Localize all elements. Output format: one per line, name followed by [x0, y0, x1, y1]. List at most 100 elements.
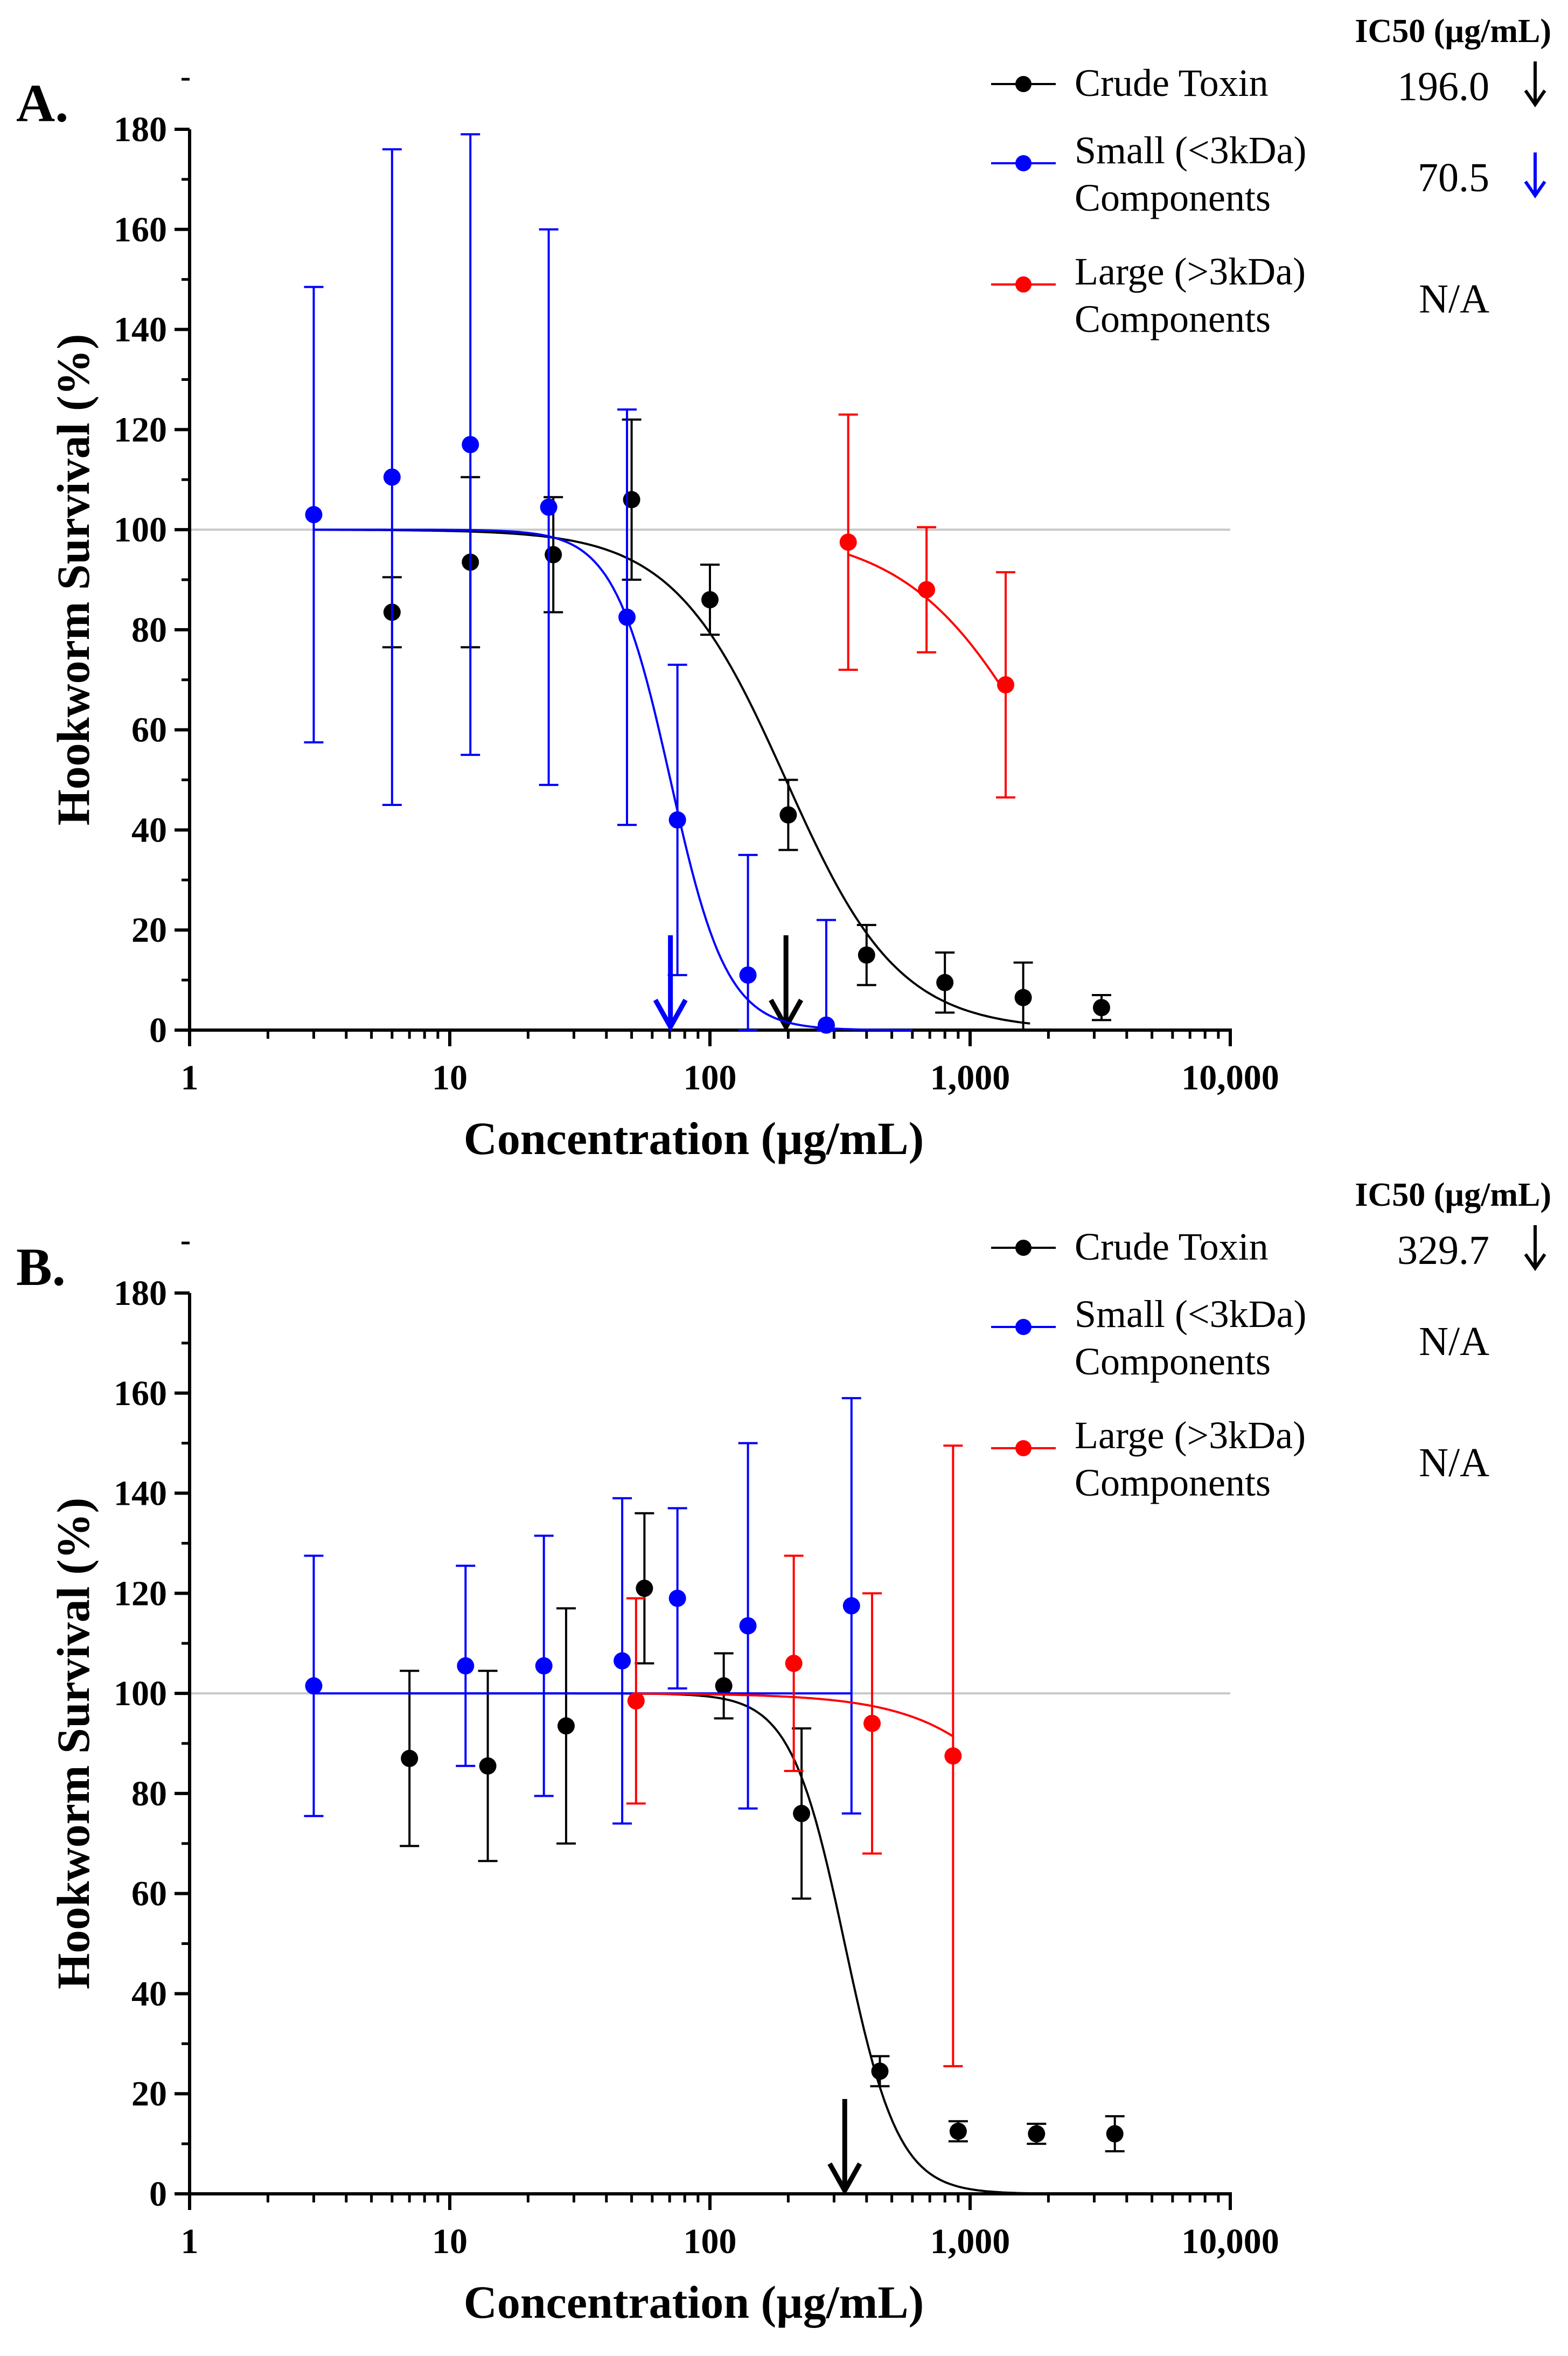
data-point: [739, 1617, 757, 1635]
legend-label-line2: Components: [1075, 1461, 1271, 1504]
ic50-arrow: [827, 2099, 862, 2196]
data-point: [305, 1677, 323, 1695]
data-point: [457, 1657, 475, 1675]
x-axis-title: Concentration (µg/mL): [464, 2276, 924, 2328]
fit-curve: [313, 529, 912, 1031]
legend-title: IC50 (µg/mL): [1355, 13, 1551, 50]
series-small-components: [304, 1397, 861, 1825]
ic50-arrow: [653, 935, 688, 1032]
fit-curve: [409, 1692, 1060, 2195]
data-point: [1106, 2125, 1124, 2143]
series-crude-toxin: [400, 1512, 1125, 2196]
data-point: [1014, 989, 1032, 1006]
legend-label: Large (>3kDa): [1075, 250, 1306, 293]
legend-label: Small (<3kDa): [1075, 129, 1307, 172]
data-point: [305, 506, 323, 524]
data-point: [817, 1016, 835, 1034]
y-tick-label: 80: [131, 610, 167, 650]
chart-panel-a: A. 0 20 40 60 80 100 120 140 160 180 1 10 100 1,000 10,…: [16, 13, 1551, 1164]
x-tick-label: 10,000: [1181, 1058, 1279, 1097]
legend-entry: Crude Toxin 329.7: [991, 1225, 1546, 1273]
ic50-arrow: [769, 935, 804, 1032]
y-tick-label: 100: [114, 1674, 167, 1713]
data-point: [383, 468, 401, 486]
data-point: [535, 1657, 553, 1675]
legend-label: Crude Toxin: [1075, 61, 1269, 105]
y-tick-label: 140: [114, 1474, 167, 1513]
data-point: [1028, 2125, 1046, 2143]
legend-ic50-arrow: [1524, 61, 1546, 108]
ic50-value: N/A: [1419, 1319, 1489, 1364]
x-tick-label: 10: [432, 1058, 468, 1097]
y-tick-label: 0: [149, 1011, 167, 1050]
data-point: [627, 1692, 645, 1710]
data-point: [842, 1597, 860, 1615]
legend-ic50-arrow: [1524, 1225, 1546, 1271]
legend-label: Large (>3kDa): [1075, 1414, 1306, 1457]
data-point: [944, 1747, 962, 1765]
data-point: [839, 533, 857, 551]
legend-marker: [1015, 1440, 1032, 1456]
ic50-value: 70.5: [1418, 155, 1489, 200]
data-point: [668, 1589, 686, 1607]
data-point: [918, 581, 936, 599]
y-tick-label: 120: [114, 410, 167, 449]
legend-marker: [1015, 276, 1032, 293]
y-tick-label: 40: [131, 810, 167, 850]
data-point: [668, 811, 686, 829]
legend-entry: Large (>3kDa)Components N/A: [991, 250, 1489, 340]
x-tick-label: 1: [181, 1058, 199, 1097]
legend-label-line2: Components: [1075, 1340, 1271, 1383]
legend-label-line2: Components: [1075, 176, 1271, 219]
x-tick-label: 100: [684, 2222, 737, 2261]
legend-marker: [1015, 1240, 1032, 1256]
x-tick-label: 1,000: [930, 1058, 1011, 1097]
data-point: [618, 608, 636, 626]
chart-panel-b: B. 0 20 40 60 80 100 120 140 160 180 1 10 100 1,000 10,…: [16, 1177, 1551, 2328]
y-tick-label: 20: [131, 911, 167, 950]
x-tick-label: 1,000: [930, 2222, 1011, 2261]
ic50-value: 329.7: [1397, 1228, 1489, 1273]
legend-title: IC50 (µg/mL): [1355, 1177, 1551, 1213]
data-point: [793, 1805, 811, 1823]
data-point: [936, 974, 954, 991]
legend-ic50-arrow: [1524, 152, 1546, 199]
data-point: [557, 1717, 575, 1735]
y-tick-label: 80: [131, 1774, 167, 1813]
data-point: [614, 1652, 631, 1670]
series-small-components: [304, 133, 912, 1034]
data-point: [545, 546, 562, 564]
legend: IC50 (µg/mL) Crude Toxin 329.7 Small (<3kDa…: [991, 1177, 1551, 1504]
legend-entry: Small (<3kDa)Components N/A: [991, 1292, 1489, 1383]
y-tick-label: 120: [114, 1574, 167, 1613]
data-point: [701, 591, 719, 609]
x-tick-label: 10,000: [1181, 2222, 1279, 2261]
data-point: [479, 1757, 497, 1775]
data-point: [785, 1655, 803, 1672]
y-tick-label: 160: [114, 1374, 167, 1413]
y-tick-label: 40: [131, 1974, 167, 2013]
x-tick-label: 1: [181, 2222, 199, 2261]
legend-entry: Large (>3kDa)Components N/A: [991, 1414, 1489, 1504]
ic50-value: N/A: [1419, 276, 1489, 322]
legend-label-line2: Components: [1075, 297, 1271, 340]
legend-marker: [1015, 1319, 1032, 1335]
data-point: [863, 1714, 881, 1732]
y-tick-label: 160: [114, 210, 167, 249]
y-tick-label: 60: [131, 711, 167, 750]
x-axis-title: Concentration (µg/mL): [464, 1113, 924, 1164]
data-point: [623, 491, 640, 509]
ic50-value: N/A: [1419, 1440, 1489, 1485]
legend-entry: Crude Toxin 196.0: [991, 61, 1546, 109]
legend-marker: [1015, 76, 1032, 92]
data-point: [779, 806, 797, 824]
ic50-value: 196.0: [1397, 64, 1489, 109]
legend-label: Crude Toxin: [1075, 1225, 1269, 1268]
data-point: [871, 2062, 889, 2080]
data-point: [636, 1580, 653, 1597]
y-tick-label: 0: [149, 2174, 167, 2214]
panel-label: A.: [16, 73, 68, 133]
panel-label: B.: [16, 1237, 66, 1297]
series-large-components: [838, 413, 1016, 799]
